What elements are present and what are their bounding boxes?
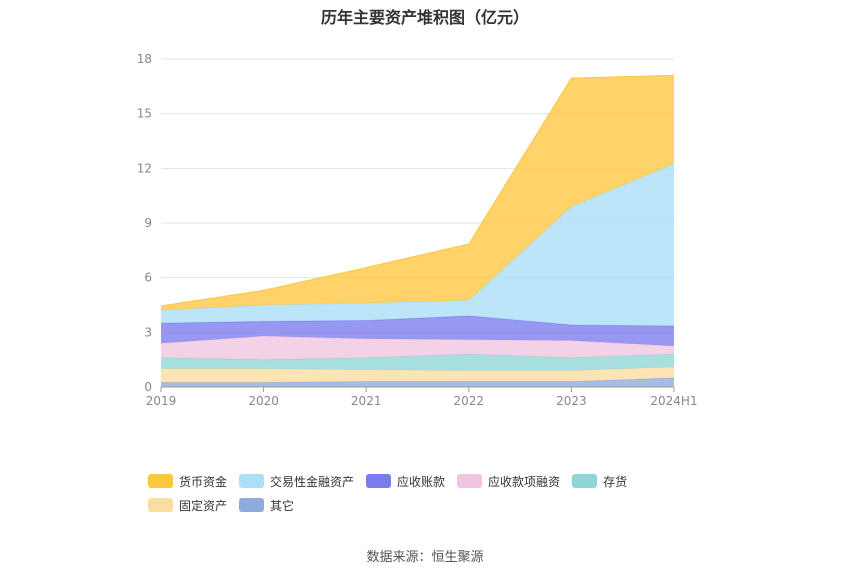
x-tick-label: 2023 bbox=[556, 394, 587, 408]
legend-item[interactable]: 交易性金融资产 bbox=[239, 473, 354, 489]
x-tick-label: 2020 bbox=[248, 394, 279, 408]
area-series-应收款项融资 bbox=[161, 336, 674, 360]
chart-legend: 货币资金 交易性金融资产 应收账款 应收款项融资 存货固定资产 其它 bbox=[148, 473, 728, 513]
legend-label: 应收款项融资 bbox=[488, 474, 561, 489]
legend-label: 交易性金融资产 bbox=[270, 474, 355, 489]
legend-item[interactable]: 货币资金 bbox=[148, 473, 227, 489]
area-series-存货 bbox=[161, 354, 674, 371]
legend-swatch bbox=[457, 474, 483, 488]
legend-label: 货币资金 bbox=[179, 474, 228, 489]
data-source-note: 数据来源：恒生聚源 bbox=[366, 550, 484, 565]
x-tick-label: 2024H1 bbox=[650, 394, 697, 408]
legend-swatch bbox=[572, 474, 598, 488]
y-tick-label: 15 bbox=[137, 107, 152, 121]
legend-label: 其它 bbox=[270, 498, 295, 513]
y-tick-label: 18 bbox=[137, 52, 152, 66]
legend-swatch bbox=[239, 498, 265, 512]
area-series-其它 bbox=[161, 377, 674, 387]
legend-item[interactable]: 固定资产 bbox=[148, 497, 227, 513]
legend-label: 固定资产 bbox=[179, 498, 228, 513]
chart-title: 历年主要资产堆积图（亿元） bbox=[320, 8, 529, 27]
y-tick-label: 6 bbox=[144, 271, 152, 285]
y-tick-label: 0 bbox=[144, 380, 152, 394]
area-series-交易性金融资产 bbox=[161, 163, 674, 326]
x-tick-label: 2019 bbox=[146, 394, 177, 408]
legend-label: 存货 bbox=[603, 474, 628, 489]
x-tick-label: 2021 bbox=[351, 394, 382, 408]
area-series-货币资金 bbox=[161, 75, 674, 311]
legend-swatch bbox=[239, 474, 265, 488]
y-tick-label: 9 bbox=[144, 216, 152, 230]
legend-swatch bbox=[366, 474, 392, 488]
legend-item[interactable]: 应收款项融资 bbox=[457, 473, 560, 489]
area-series-应收账款 bbox=[161, 315, 674, 346]
legend-swatch bbox=[148, 474, 173, 488]
x-tick-label: 2022 bbox=[454, 394, 485, 408]
legend-label: 应收账款 bbox=[397, 474, 446, 489]
legend-item[interactable]: 其它 bbox=[239, 497, 294, 513]
y-tick-label: 3 bbox=[144, 325, 152, 339]
legend-item[interactable]: 应收账款 bbox=[366, 473, 445, 489]
area-line-货币资金 bbox=[160, 74, 675, 307]
legend-swatch bbox=[148, 498, 173, 512]
legend-item[interactable]: 存货 bbox=[572, 473, 627, 489]
y-tick-label: 12 bbox=[137, 161, 152, 175]
